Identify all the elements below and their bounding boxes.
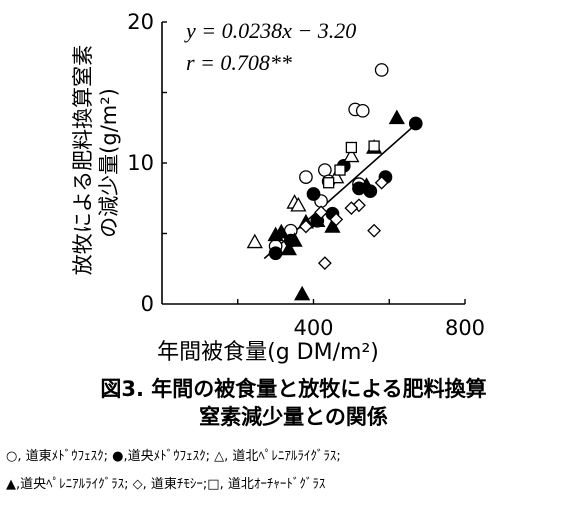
data-point-circle <box>299 170 313 184</box>
data-point-triangle <box>246 233 263 249</box>
data-point-square <box>322 177 335 189</box>
data-points <box>246 63 423 301</box>
legend-line2: ▲,道央ﾍﾟﾚﾆｱﾙﾗｲｸﾞﾗｽ; ◇, 道東ﾁﾓｼｰ;□, 道北ｵｰﾁｬｰﾄﾞ… <box>6 477 326 492</box>
y-tick-label: 0 <box>141 292 154 316</box>
legend-line1: ○, 道東ﾒﾄﾞｳﾌｪｽｸ; ●,道央ﾒﾄﾞｳﾌｪｽｸ; △, 道北ﾍﾟﾚﾆｱﾙ… <box>6 449 341 464</box>
y-axis-title-line2: の減少量(g/m²) <box>97 88 121 238</box>
data-point-diamond <box>374 175 389 190</box>
y-axis-title: 放牧による肥料換算窒素 の減少量(g/m²) <box>71 45 121 275</box>
x-axis-title: 年間被食量(g DM/m²) <box>157 340 379 365</box>
data-point-diamond <box>299 219 313 234</box>
data-point-diamond <box>314 205 328 220</box>
data-point-triangle <box>388 109 405 125</box>
data-point-diamond <box>367 223 382 238</box>
tick-labels: 400 800 0 10 20 <box>127 10 485 340</box>
x-tick-label: 800 <box>445 316 485 340</box>
data-point-triangle <box>309 212 326 228</box>
y-tick-label: 20 <box>127 10 154 34</box>
data-point-circle <box>408 116 423 131</box>
y-tick-label: 10 <box>127 151 154 175</box>
equation-label: y = 0.0238x − 3.20 <box>184 18 356 43</box>
figure-caption-line1: 図3. 年間の被食量と放牧による肥料換算 <box>100 377 487 401</box>
data-point-circle <box>268 246 283 261</box>
data-point-triangle <box>286 232 303 247</box>
data-point-circle <box>318 163 332 177</box>
data-point-square <box>345 141 358 154</box>
data-point-triangle <box>343 147 360 163</box>
data-point-circle <box>306 187 321 201</box>
data-point-triangle <box>273 223 290 239</box>
data-point-diamond <box>317 256 332 271</box>
data-point-diamond <box>329 212 344 227</box>
axes <box>161 21 466 305</box>
x-tick-label: 400 <box>293 316 333 340</box>
figure-caption-line2: 窒素減少量との関係 <box>199 405 388 429</box>
data-point-triangle <box>290 196 307 212</box>
data-point-square <box>368 140 380 152</box>
y-axis-title-line1: 放牧による肥料換算窒素 <box>71 45 95 275</box>
data-point-triangle <box>280 240 297 256</box>
scatter-chart: 400 800 0 10 20 y = 0.0238x − 3.20 r = 0.708… <box>71 10 485 365</box>
data-point-circle <box>374 63 389 77</box>
data-point-triangle <box>294 285 311 301</box>
r-label: r = 0.708** <box>186 50 292 75</box>
data-point-triangle <box>358 177 375 192</box>
data-point-circle <box>355 103 370 118</box>
data-point-square <box>334 164 346 176</box>
data-point-diamond <box>344 201 359 216</box>
